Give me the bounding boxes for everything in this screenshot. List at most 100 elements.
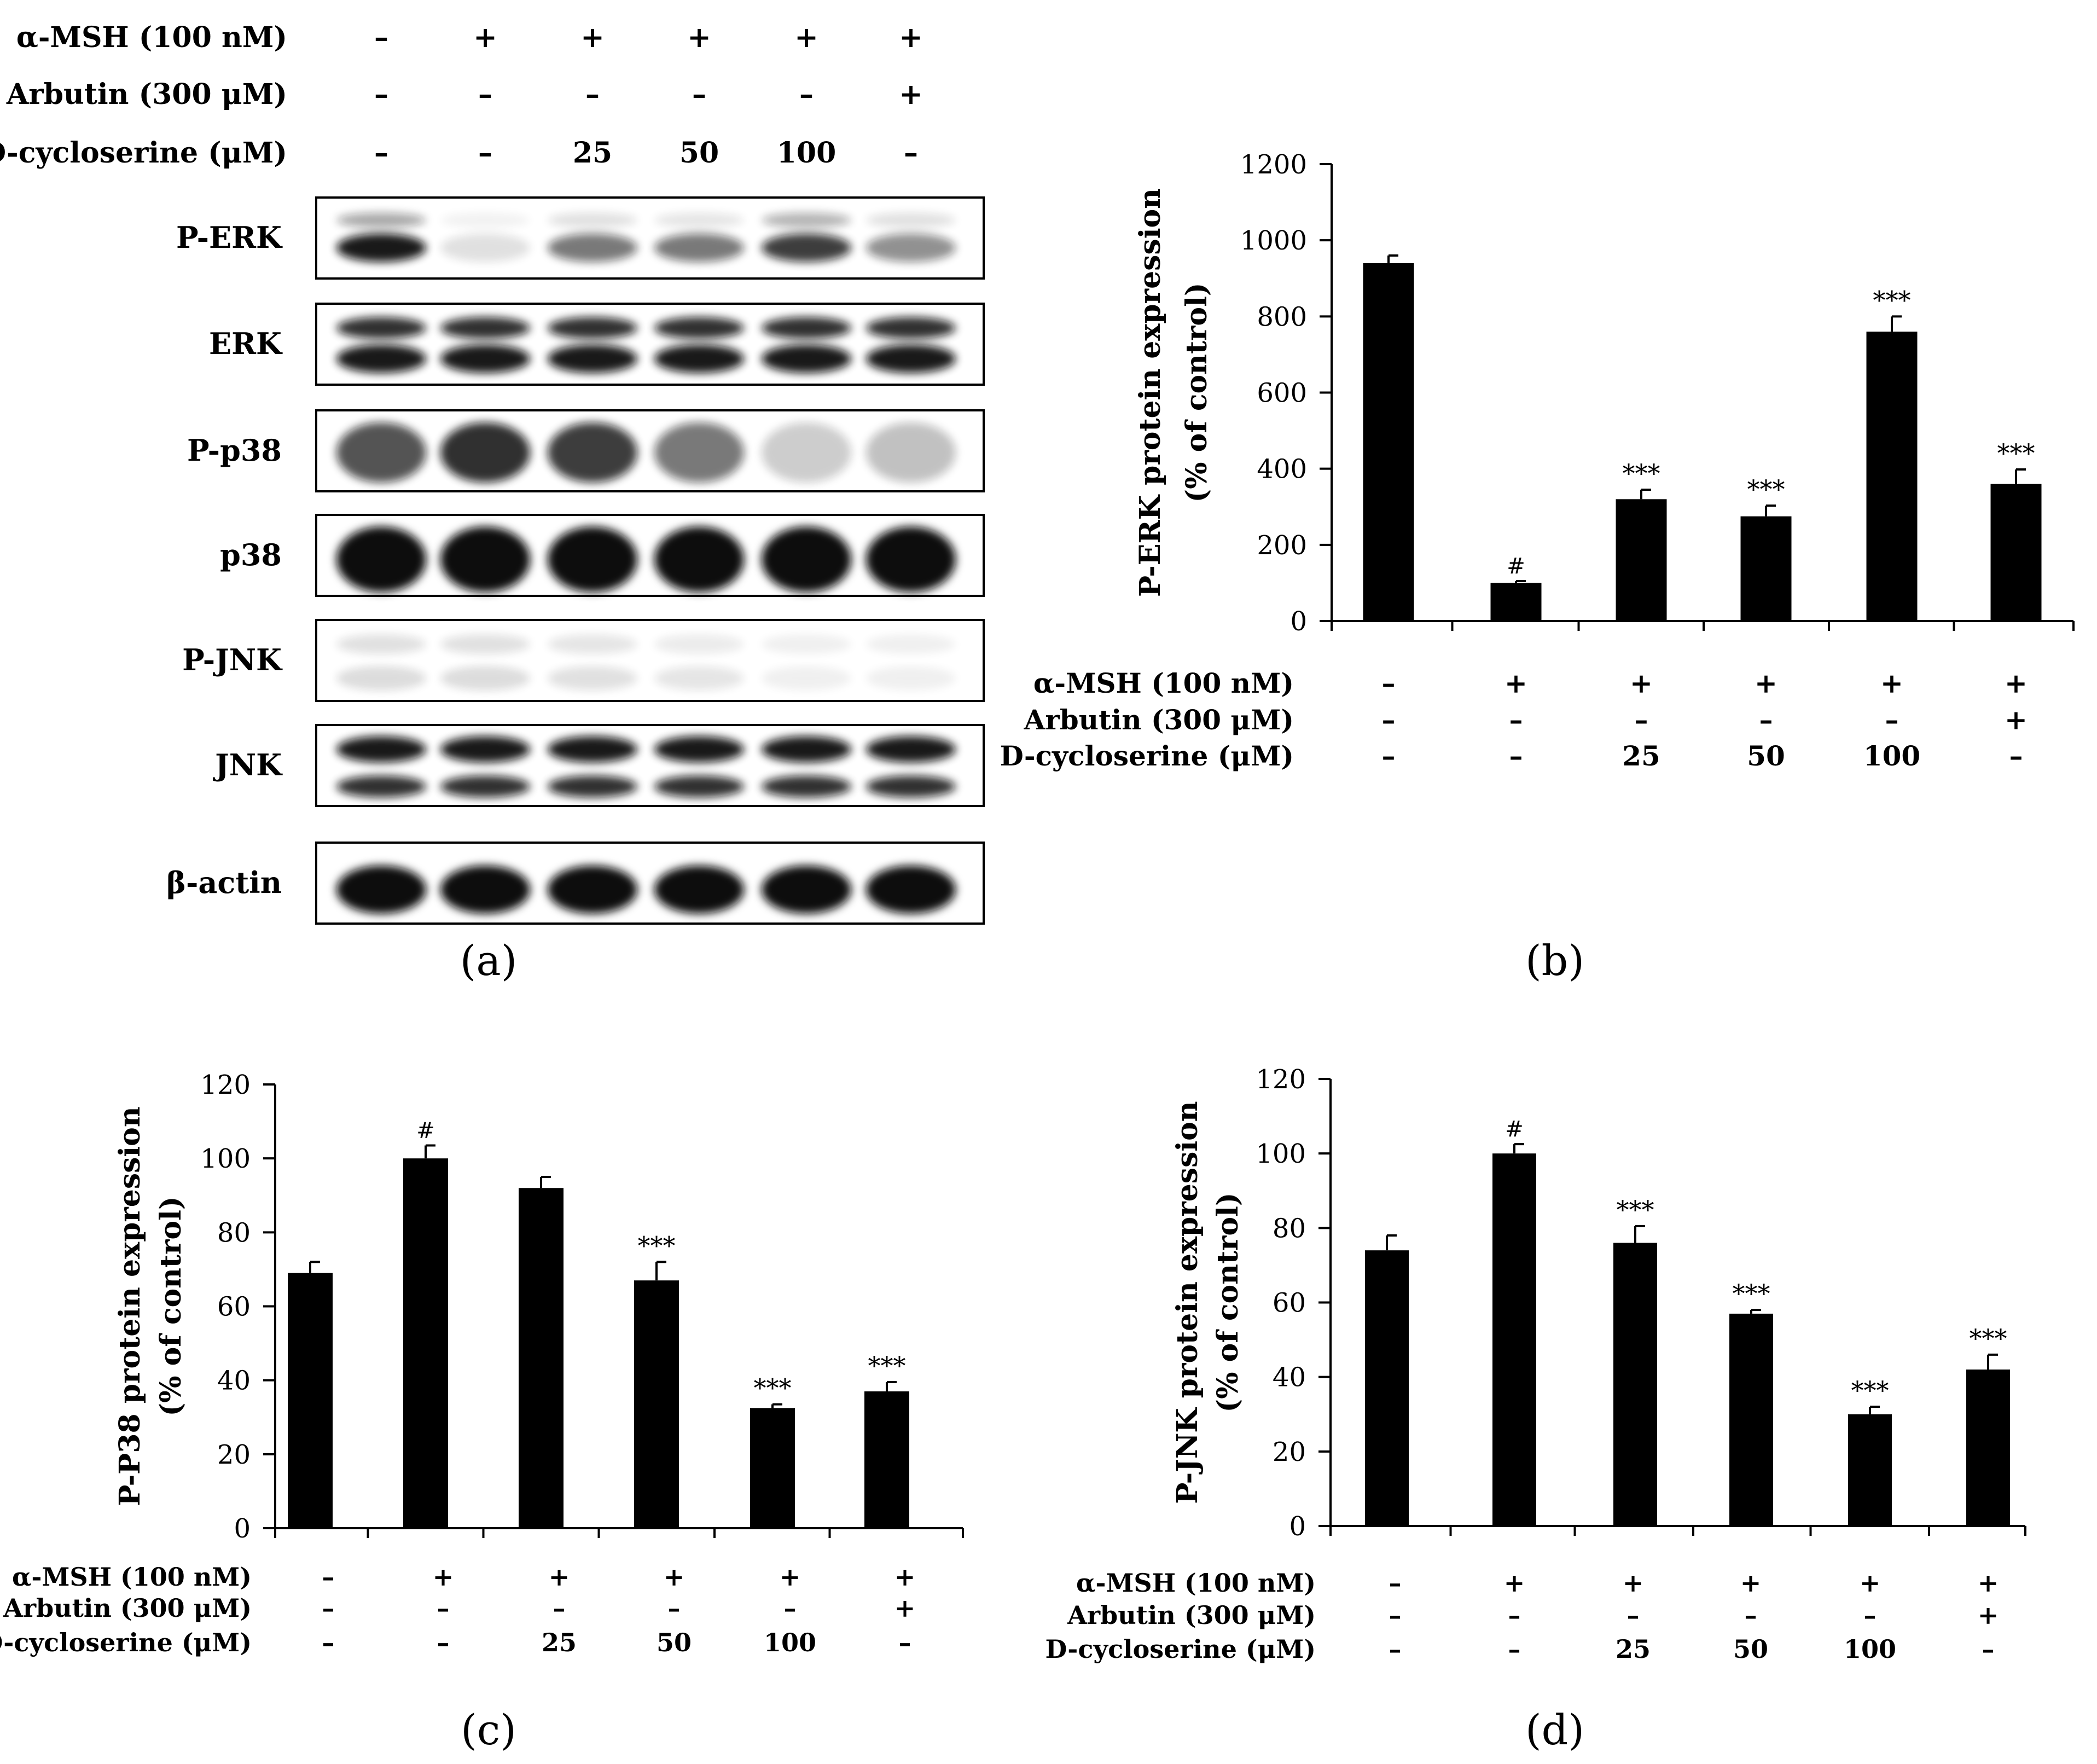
- blot-box: [315, 409, 985, 492]
- blot-treatment-value: –: [478, 136, 492, 170]
- chart-panel-b: 0 200 400 600 800 1000 1200 # *** *** *** *** P-ERK …: [1000, 149, 2075, 985]
- blot-band: [548, 422, 637, 483]
- blot-band: [654, 233, 744, 262]
- blot-band: [654, 526, 744, 593]
- chart-d-treatment-value: –: [1864, 1600, 1877, 1630]
- chart-d-y-label-unit: (% of control): [1211, 1193, 1245, 1413]
- blot-band: [866, 736, 956, 763]
- blot-band: [548, 666, 637, 690]
- chart-b-treatment-value: –: [1885, 704, 1899, 736]
- blot-band: [336, 666, 426, 690]
- blot-band: [336, 865, 426, 914]
- blot-band: [336, 526, 426, 593]
- chart-d-treatment-value: 100: [1844, 1634, 1896, 1664]
- blot-band: [336, 212, 426, 228]
- chart-d-y-tick-label: 20: [1273, 1437, 1306, 1467]
- chart-d-treatment-value: –: [1508, 1600, 1521, 1630]
- blot-band: [866, 775, 956, 798]
- chart-d-y-label: P-JNK protein expression: [1171, 1101, 1204, 1504]
- chart-c-treatment-value: 50: [657, 1628, 692, 1657]
- blot-band: [440, 422, 530, 483]
- blot-band: [654, 634, 744, 654]
- chart-d-y-tick-label: 60: [1273, 1288, 1306, 1319]
- chart-d-treatment-label: Arbutin (300 μM): [1067, 1600, 1316, 1630]
- chart-c-treatment-value: –: [322, 1628, 335, 1657]
- chart-b-treatment-value: 50: [1747, 740, 1785, 772]
- blot-band: [762, 666, 851, 690]
- chart-b-y-tick-label: 800: [1257, 301, 1307, 332]
- chart-c-treatment-label: D-cycloserine (μM): [0, 1628, 252, 1657]
- chart-c-treatment-value: +: [433, 1562, 454, 1592]
- chart-d-treatment-label: α-MSH (100 nM): [1076, 1568, 1316, 1598]
- chart-d-treatment-value: 50: [1733, 1634, 1768, 1664]
- chart-d-treatment-value: 25: [1616, 1634, 1651, 1664]
- blot-box: [315, 196, 985, 280]
- blot-treatment-value: –: [904, 136, 918, 170]
- blot-box: [315, 724, 985, 807]
- chart-d-significance-label: ***: [1733, 1279, 1770, 1308]
- blot-band: [866, 212, 956, 228]
- blot-band: [866, 233, 956, 262]
- chart-d-bar: [1729, 1313, 1773, 1526]
- blot-band: [440, 865, 530, 914]
- blot-band: [548, 526, 637, 593]
- chart-b-bar: [1490, 583, 1542, 621]
- blot-band: [762, 233, 851, 262]
- blot-treatment-label: α-MSH (100 nM): [16, 21, 287, 54]
- blot-band: [336, 344, 426, 373]
- blot-box: [315, 619, 985, 702]
- chart-b-treatment-label: α-MSH (100 nM): [1033, 667, 1294, 699]
- chart-d-treatment-label: D-cycloserine (μM): [1045, 1634, 1316, 1664]
- blot-treatment-value: –: [692, 78, 706, 111]
- blot-band: [762, 526, 851, 593]
- blot-band: [440, 634, 530, 654]
- chart-c-treatment-value: –: [668, 1593, 681, 1623]
- chart-c-treatment-value: –: [437, 1593, 450, 1623]
- blot-band: [336, 317, 426, 339]
- chart-d-y-tick-label: 40: [1273, 1362, 1306, 1393]
- blot-band: [336, 775, 426, 798]
- chart-c-treatment-label: Arbutin (300 μM): [3, 1593, 252, 1623]
- blot-treatment-label: D-cycloserine (μM): [0, 136, 287, 170]
- chart-b-bar: [1866, 332, 1918, 621]
- chart-d-significance-label: ***: [1970, 1324, 2007, 1353]
- chart-b-bar: [1740, 516, 1792, 621]
- chart-d-treatment-value: –: [1745, 1600, 1757, 1630]
- blot-band: [654, 775, 744, 798]
- blot-label: P-JNK: [182, 642, 283, 677]
- chart-c-bar: [288, 1273, 333, 1528]
- chart-c-treatment-value: –: [322, 1593, 335, 1623]
- chart-c-treatment-value: +: [664, 1562, 685, 1592]
- blot-label: P-ERK: [176, 220, 283, 255]
- chart-b-treatment-value: +: [1630, 667, 1653, 699]
- chart-d-significance-label: ***: [1617, 1195, 1654, 1225]
- chart-b-y-label-unit: (% of control): [1180, 283, 1213, 503]
- blot-label: ERK: [209, 326, 283, 361]
- chart-b-treatment-value: +: [1505, 667, 1527, 699]
- blot-band: [336, 422, 426, 483]
- blot-treatment-value: +: [794, 21, 818, 54]
- blot-treatment-value: +: [899, 78, 923, 111]
- blot-treatment-value: 100: [777, 136, 837, 170]
- blot-band: [440, 736, 530, 763]
- blot-band: [336, 233, 426, 262]
- chart-d-treatment-value: –: [1627, 1600, 1640, 1630]
- chart-c-y-label-unit: (% of control): [154, 1197, 188, 1417]
- blot-band: [762, 422, 851, 483]
- blot-band: [866, 317, 956, 339]
- blot-treatment-value: +: [580, 21, 605, 54]
- blot-box: [315, 303, 985, 386]
- chart-c-significance-label: #: [416, 1118, 435, 1144]
- blot-band: [762, 775, 851, 798]
- chart-b-y-tick-label: 400: [1257, 454, 1307, 485]
- blot-treatment-value: –: [585, 78, 600, 111]
- blot-treatment-value: +: [687, 21, 711, 54]
- chart-d-y-tick-label: 100: [1256, 1139, 1306, 1169]
- chart-c-y-tick-label: 40: [217, 1366, 251, 1396]
- chart-d-treatment-value: –: [1389, 1634, 1402, 1664]
- chart-b-y-tick-label: 1200: [1240, 149, 1307, 180]
- chart-b-bar: [1616, 499, 1667, 621]
- blot-treatment-value: –: [374, 78, 388, 111]
- blot-band: [548, 212, 637, 228]
